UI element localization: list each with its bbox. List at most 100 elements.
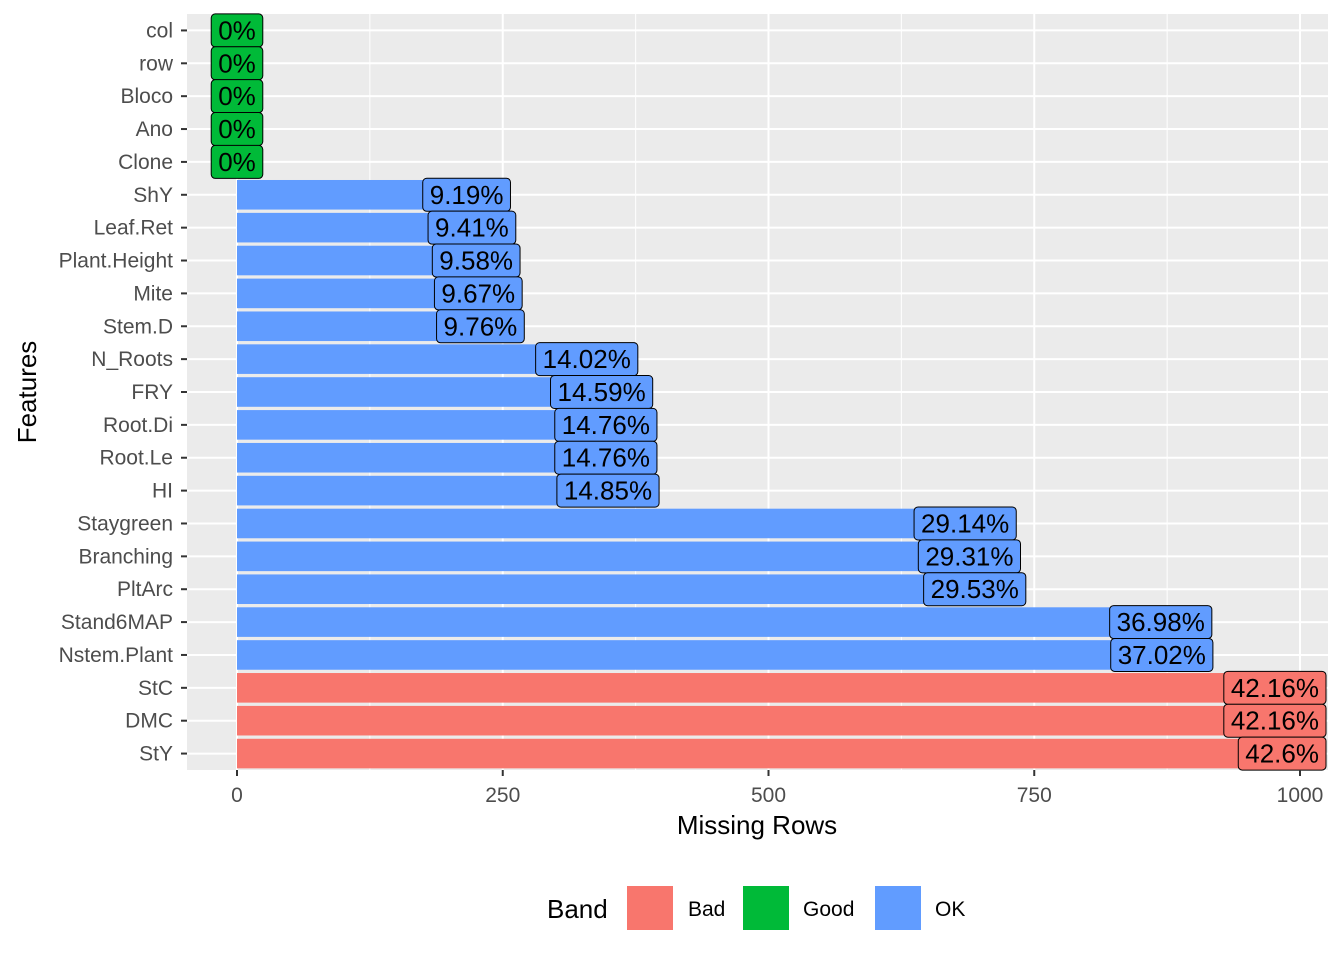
y-tick-label: DMC [125, 710, 173, 733]
bar-Nstem.Plant [237, 640, 1162, 670]
bar-DMC [237, 705, 1291, 736]
data-label-text: 9.76% [444, 311, 518, 341]
y-tick-label: Branching [78, 545, 173, 568]
data-label: 0% [210, 13, 264, 48]
data-label: 9.67% [433, 276, 523, 311]
data-label: 42.6% [1237, 736, 1327, 771]
y-tick-label: ShY [133, 184, 173, 207]
x-tick-label: 250 [485, 784, 520, 807]
data-label: 29.31% [917, 539, 1022, 574]
data-label: 9.58% [431, 243, 521, 278]
bar-N_Roots [237, 344, 587, 374]
bar-Staygreen [237, 508, 966, 539]
y-tick-label: Plant.Height [59, 250, 174, 273]
legend: Band Bad Good OK [547, 886, 965, 930]
data-label: 14.76% [554, 440, 658, 475]
y-axis: col row Bloco Ano Clone ShY Leaf.Ret Plant.Heig… [59, 19, 187, 766]
data-label-text: 42.16% [1231, 673, 1319, 703]
data-label-text: 42.6% [1245, 739, 1319, 769]
legend-label-good: Good [803, 898, 854, 921]
data-label-box [556, 473, 660, 508]
data-label: 14.02% [535, 342, 639, 377]
data-label-text: 36.98% [1117, 607, 1205, 637]
data-label: 9.41% [427, 210, 517, 245]
legend-key-good [743, 886, 789, 930]
x-tick-label: 0 [231, 784, 243, 807]
bar-StC [237, 673, 1291, 703]
y-tick-label: StC [138, 677, 173, 700]
y-tick-label: N_Roots [91, 348, 173, 371]
x-tick-label: 750 [1017, 784, 1052, 807]
data-label-text: 14.76% [562, 443, 650, 473]
data-label-box [1237, 736, 1327, 771]
data-label: 0% [210, 46, 264, 81]
data-label: 36.98% [1109, 605, 1213, 640]
data-label-text: 0% [218, 48, 256, 78]
data-label-text: 14.59% [558, 377, 646, 407]
y-tick-label: Ano [136, 118, 173, 141]
x-tick-label: 1000 [1277, 784, 1324, 807]
x-axis: 0 250 500 750 1000 [231, 770, 1323, 807]
y-tick-label: Root.Le [99, 447, 173, 470]
bar-StY [237, 738, 1302, 769]
y-tick-label: Staygreen [77, 512, 173, 535]
y-tick-label: Root.Di [103, 414, 173, 437]
y-tick-label: Bloco [120, 85, 173, 108]
data-label: 29.53% [923, 572, 1027, 607]
x-axis-title: Missing Rows [677, 810, 837, 840]
y-axis-title: Features [12, 341, 42, 444]
x-tick-label: 500 [751, 784, 786, 807]
data-label-text: 37.02% [1118, 640, 1206, 670]
y-tick-label: Stem.D [103, 315, 173, 338]
data-label-text: 42.16% [1231, 706, 1319, 736]
legend-label-bad: Bad [688, 898, 725, 921]
data-label-box [923, 572, 1027, 607]
bar-HI [237, 475, 608, 506]
data-label-text: 9.67% [441, 278, 515, 308]
bar-Stand6MAP [237, 607, 1161, 637]
data-labels: 0%0%0%0%0%9.19%9.41%9.58%9.67%9.76%14.02… [210, 13, 1327, 771]
y-tick-label: FRY [131, 381, 173, 404]
data-label: 42.16% [1223, 670, 1327, 705]
data-label-text: 29.53% [931, 574, 1019, 604]
data-label: 14.59% [550, 375, 654, 409]
data-label: 9.19% [422, 177, 511, 212]
y-tick-label: PltArc [117, 578, 173, 601]
bar-Branching [237, 541, 970, 572]
data-label: 29.14% [913, 506, 1017, 541]
data-label: 14.85% [556, 473, 660, 508]
data-label: 14.76% [554, 407, 658, 442]
legend-title: Band [547, 894, 608, 924]
y-tick-label: StY [139, 743, 173, 766]
data-label: 0% [210, 79, 264, 114]
data-label-text: 0% [218, 15, 256, 45]
data-label: 37.02% [1110, 637, 1214, 672]
data-label: 0% [210, 112, 264, 147]
data-label-text: 9.19% [430, 180, 504, 210]
y-tick-label: row [139, 52, 174, 75]
bar-PltArc [237, 574, 975, 605]
data-label-text: 14.85% [564, 476, 652, 506]
data-label-text: 0% [218, 81, 256, 111]
data-label: 0% [210, 144, 264, 179]
legend-key-bad [627, 886, 673, 930]
y-tick-label: HI [152, 480, 173, 503]
y-tick-label: Leaf.Ret [94, 217, 174, 240]
data-label-text: 9.58% [439, 246, 513, 276]
data-label-text: 9.41% [435, 213, 509, 243]
data-label-text: 0% [218, 147, 256, 177]
y-tick-label: Mite [133, 282, 173, 305]
data-label-text: 0% [218, 114, 256, 144]
data-label-box [436, 309, 525, 344]
legend-label-ok: OK [935, 898, 965, 921]
legend-key-ok [875, 886, 921, 930]
bar-Root.Di [237, 410, 606, 440]
bar-FRY [237, 377, 602, 407]
data-label-text: 14.76% [562, 410, 650, 440]
data-label-box [1110, 637, 1214, 672]
legend-items: Bad Good OK [627, 886, 965, 930]
y-tick-label: col [146, 19, 173, 42]
data-label-text: 29.14% [921, 508, 1009, 538]
bar-Root.Le [237, 442, 606, 473]
